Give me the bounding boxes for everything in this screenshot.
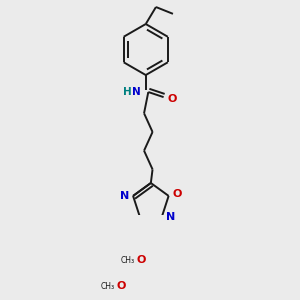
Text: CH₃: CH₃ xyxy=(121,256,135,265)
Text: O: O xyxy=(173,189,182,199)
Text: N: N xyxy=(132,87,141,97)
Text: O: O xyxy=(167,94,176,104)
Text: O: O xyxy=(116,281,125,291)
Text: CH₃: CH₃ xyxy=(100,282,114,291)
Text: N: N xyxy=(166,212,175,222)
Text: H: H xyxy=(123,87,132,97)
Text: N: N xyxy=(120,191,129,201)
Text: O: O xyxy=(136,255,146,265)
